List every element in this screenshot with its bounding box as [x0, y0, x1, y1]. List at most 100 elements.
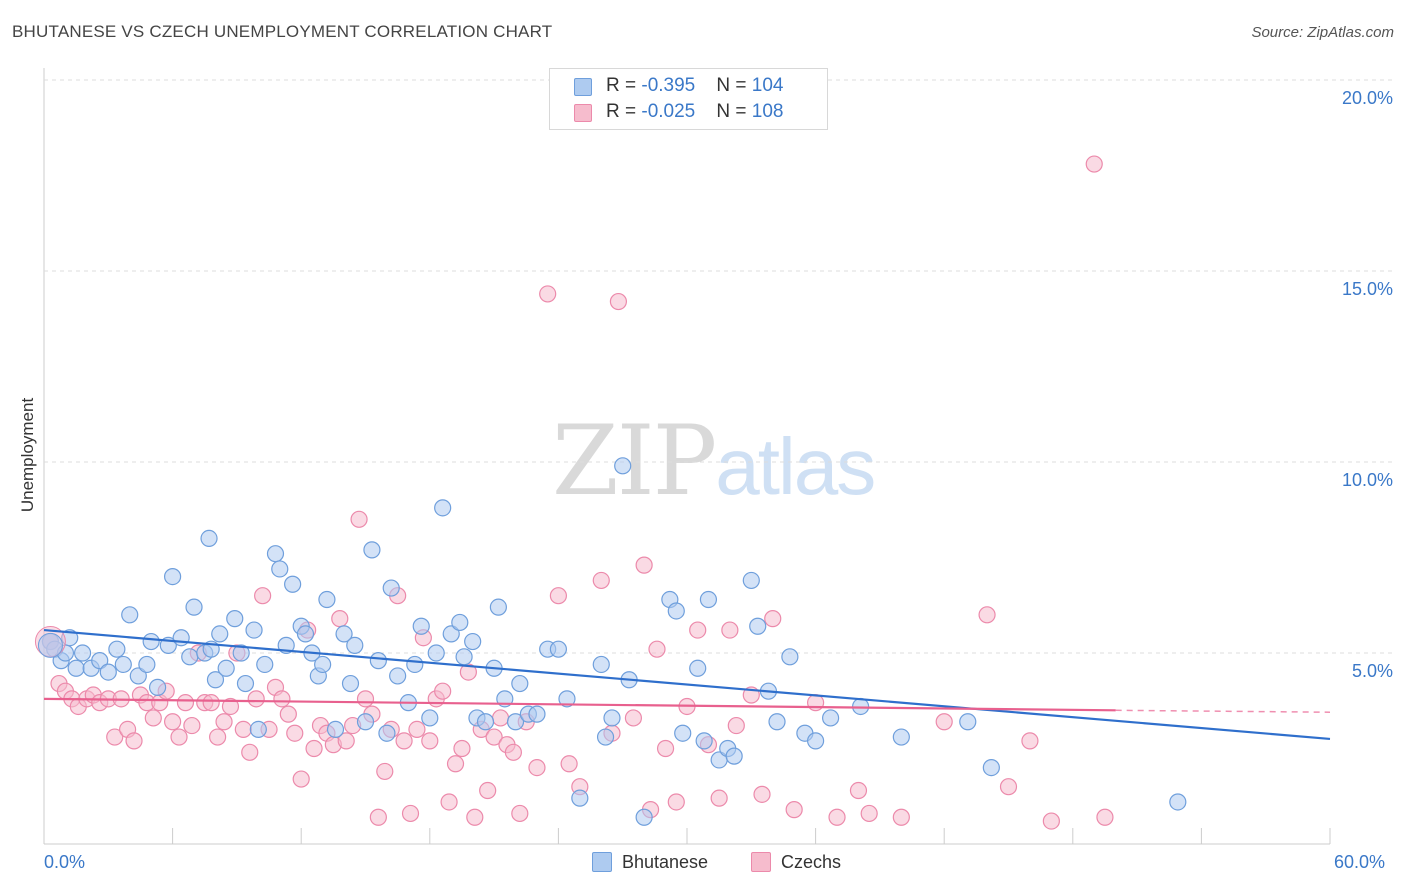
bhutanese-point [249, 720, 267, 739]
czechs-point [176, 694, 195, 712]
bhutanese-point [296, 625, 315, 643]
bhutanese-point [389, 667, 407, 685]
bhutanese-point [603, 709, 621, 727]
czechs-point [635, 556, 653, 574]
legend-item-czechs[interactable]: Czechs [751, 852, 841, 873]
bhutanese-point [67, 659, 85, 677]
bhutanese-point [476, 713, 495, 731]
czechs-point [479, 781, 497, 800]
bhutanese-point [451, 613, 469, 632]
czechs-point [170, 728, 188, 746]
r-label: R = [606, 75, 642, 96]
y-tick-label: 15.0% [1342, 279, 1393, 299]
y-tick-label: 10.0% [1342, 470, 1393, 490]
czechs-point [183, 716, 201, 735]
bhutanese-point [742, 571, 760, 590]
czechs-point [560, 755, 578, 773]
czechs-point [1096, 808, 1114, 826]
bhutanese-point [558, 690, 576, 708]
bhutanese-point [674, 724, 692, 742]
bhutanese-point [689, 659, 707, 677]
bhutanese-point [412, 617, 430, 635]
bhutanese-point [335, 625, 353, 643]
czechs-point [860, 804, 878, 823]
watermark-zip: ZIP [552, 405, 717, 517]
bhutanese-point [314, 655, 332, 674]
czechs-point [1021, 732, 1039, 750]
czechs-point [369, 808, 387, 826]
bhutanese-point [121, 606, 139, 624]
bhutanese-point [427, 644, 445, 662]
bhutanese-point [326, 720, 345, 739]
czechs-trend-line [43, 697, 1116, 712]
legend-swatch-bhutanese [592, 852, 612, 872]
bhutanese-point [148, 678, 167, 696]
czechs-point [337, 732, 355, 750]
bhutanese-point [232, 644, 250, 662]
stats-box: R = -0.395 N = 104 R = -0.025 N = 108 [549, 68, 828, 130]
bhutanese-point [236, 674, 255, 693]
bhutanese-point [1169, 793, 1187, 811]
watermark-atlas: atlas [715, 422, 876, 511]
czechs-point [395, 732, 413, 750]
czechs-point [624, 709, 643, 727]
bhutanese-point [271, 560, 289, 578]
bhutanese-point [596, 728, 615, 746]
bhutanese-point [164, 567, 182, 586]
bhutanese-point [822, 709, 840, 727]
bhutanese-point [489, 598, 507, 616]
bhutanese-point [549, 640, 568, 658]
bhutanese-swatch [574, 78, 592, 96]
czechs-point [892, 808, 910, 826]
czechs-point [828, 808, 846, 826]
czechs-point [440, 793, 458, 811]
czechs-point [331, 610, 349, 628]
bhutanese-point [73, 644, 92, 662]
bhutanese-point [284, 575, 302, 593]
x-tick-label-max: 60.0% [1334, 852, 1386, 872]
legend-item-bhutanese[interactable]: Bhutanese [592, 852, 708, 873]
bhutanese-point [892, 728, 910, 746]
bhutanese-point [725, 747, 743, 765]
bhutanese-point [982, 758, 1000, 777]
n-label: N = [716, 75, 752, 96]
y-tick-label: 5.0% [1352, 661, 1393, 681]
czechs-point [408, 720, 426, 739]
r-label: R = [606, 101, 642, 122]
czechs-point [241, 743, 259, 761]
czechs-point [286, 724, 304, 742]
czechs-point [356, 690, 375, 708]
czechs-point [609, 292, 628, 311]
czechs-point [978, 606, 996, 624]
bhutanese-point [959, 713, 977, 731]
bhutanese-point [442, 625, 460, 643]
bhutanese-point [256, 655, 274, 674]
czechs-point [401, 804, 420, 823]
bhutanese-point [185, 598, 203, 616]
czechs-point [376, 762, 394, 781]
czechs-point [785, 801, 803, 819]
bhutanese-point [341, 674, 360, 693]
bhutanese-point [434, 499, 452, 517]
bhutanese-point [592, 655, 610, 674]
bhutanese-point [406, 655, 424, 674]
bhutanese-point [614, 457, 632, 475]
bhutanese-point [749, 617, 767, 635]
czechs-point [753, 785, 771, 803]
czechs-point [202, 694, 220, 712]
czechs-trend-line-dashed [1115, 709, 1331, 713]
bhutanese-point [781, 648, 799, 666]
legend: Bhutanese Czechs [0, 852, 1406, 878]
bhutanese-point [108, 640, 126, 658]
bhutanese-point [99, 663, 117, 681]
czechs-point [710, 789, 728, 807]
czechs-point [485, 728, 503, 746]
czechs-point [466, 808, 484, 826]
r-value: -0.025 [641, 101, 696, 122]
czechs-point [504, 743, 522, 761]
bhutanese-point [528, 705, 546, 723]
bhutanese-point [363, 541, 381, 559]
bhutanese-point [114, 655, 132, 674]
czechs-point [764, 610, 782, 628]
czechs-point [215, 713, 233, 731]
